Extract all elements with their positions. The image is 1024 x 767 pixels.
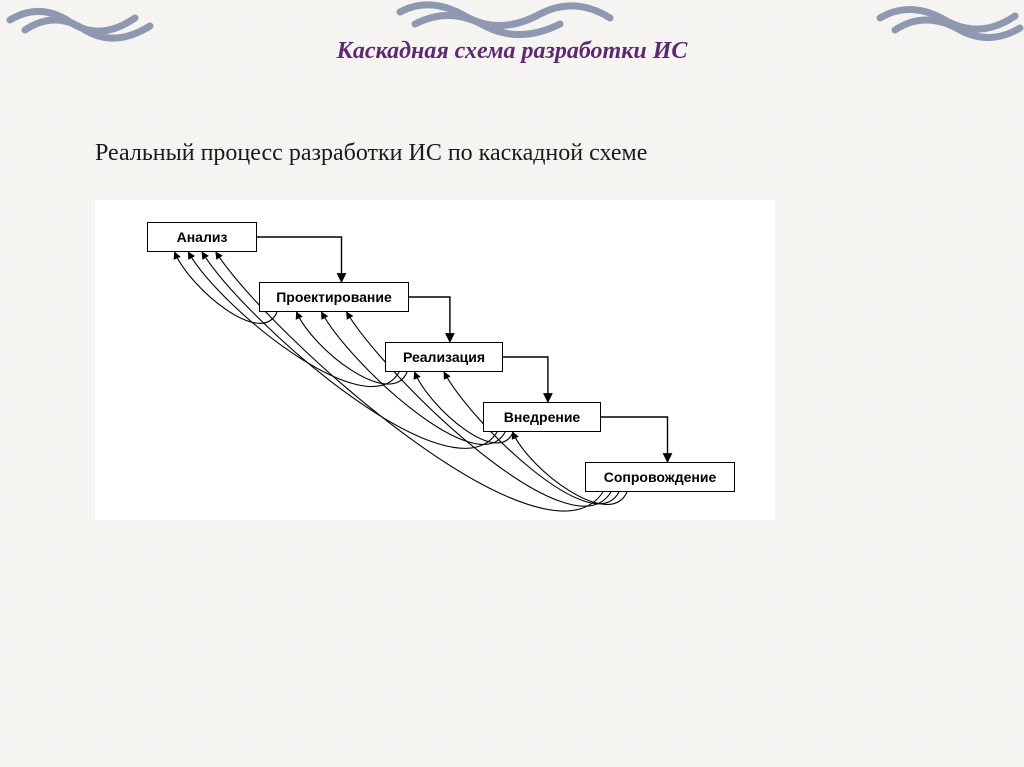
node-n1: Анализ xyxy=(147,222,257,252)
page-subtitle: Реальный процесс разработки ИС по каскад… xyxy=(95,140,647,167)
node-n2: Проектирование xyxy=(259,282,409,312)
node-n4: Внедрение xyxy=(483,402,601,432)
node-n5: Сопровождение xyxy=(585,462,735,492)
page-title: Каскадная схема разработки ИС xyxy=(0,38,1024,65)
node-n3: Реализация xyxy=(385,342,503,372)
waterfall-diagram: АнализПроектирование Реализация Внедрение С… xyxy=(95,200,775,520)
